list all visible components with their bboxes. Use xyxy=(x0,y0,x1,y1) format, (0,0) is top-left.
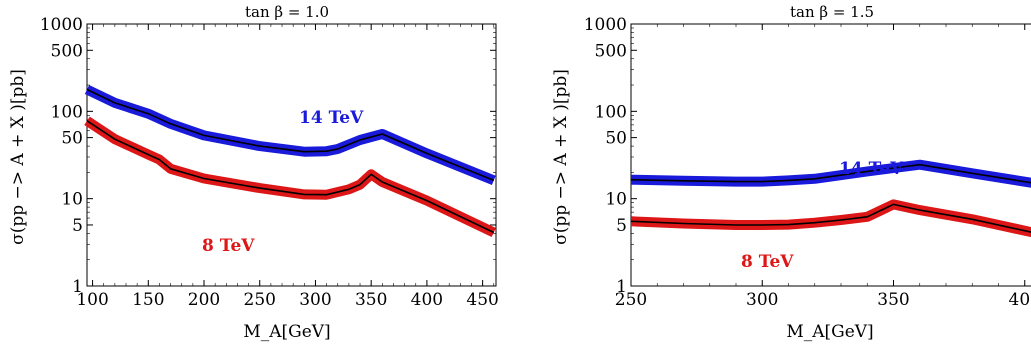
panel-2-ytick-label: 500 xyxy=(595,41,627,61)
panel-2-xlabel-text: M_A[GeV] xyxy=(786,322,873,342)
panel-1-xtick-label: 200 xyxy=(188,290,220,310)
panel-tan-beta-1-5: tan β = 1.5 250 300 350 400 1 5 10 50 100 500 1000… xyxy=(551,3,1031,342)
panel-2-xlabel: M_A[GeV] xyxy=(786,322,873,342)
panel-1-ytick-label: 500 xyxy=(51,41,83,61)
panel-2-series xyxy=(630,159,1031,238)
panel-1-line-14-tev xyxy=(86,88,495,182)
panel-2-xtick-label: 250 xyxy=(615,290,647,310)
panel-2-label-14tev: 14 TeV xyxy=(839,159,904,179)
panel-2-line-14-tev xyxy=(630,163,1031,184)
panel-2-xtick-label: 350 xyxy=(877,290,909,310)
panel-2-label-8tev: 8 TeV xyxy=(741,252,794,272)
panel-1-ytick-label: 1 xyxy=(72,277,83,297)
panel-1-frame xyxy=(86,23,497,287)
panel-1-label-8tev: 8 TeV xyxy=(202,236,255,256)
panel-1-title: tan β = 1.0 xyxy=(245,3,329,21)
panel-2-band-14-tev xyxy=(630,159,1031,188)
panel-2-title: tan β = 1.5 xyxy=(790,3,874,21)
panel-2-ytick-label: 5 xyxy=(616,216,627,236)
panel-2-ticks: 250 300 350 400 1 5 10 50 100 500 1000 xyxy=(584,15,1031,310)
panel-1-ticks: 100 150 200 250 300 350 400 450 1 5 10 50 100 500 1000 xyxy=(40,15,499,310)
panel-2-ytick-label: 100 xyxy=(595,102,627,122)
panel-1-band-8-tev xyxy=(84,116,496,238)
panel-1-label-14tev: 14 TeV xyxy=(299,108,364,128)
panel-1-xtick-label: 100 xyxy=(76,290,108,310)
panel-2-line-8-tev xyxy=(630,203,1031,233)
panel-1-xtick-label: 350 xyxy=(355,290,387,310)
panel-2-ytick-label: 50 xyxy=(605,129,627,149)
panel-1-xtick-label: 450 xyxy=(466,290,498,310)
panel-1-ytick-label: 1000 xyxy=(40,15,83,35)
panel-tan-beta-1-0: tan β = 1.0 100 150 200 250 300 350 400 4501510… xyxy=(8,3,499,342)
panel-2-xtick-label: 300 xyxy=(746,290,778,310)
panel-2-ytick-label: 1000 xyxy=(584,15,627,35)
panel-1-ytick-label: 100 xyxy=(51,102,83,122)
panel-1-ytick-label: 50 xyxy=(61,129,83,149)
panel-2-ytick-label: 10 xyxy=(605,190,627,210)
panel-2-xtick-label: 400 xyxy=(1009,290,1031,310)
panel-1-line-8-tev xyxy=(86,120,495,234)
panel-1-xlabel: M_A[GeV] xyxy=(243,322,330,342)
panel-2-ylabel: σ(pp −> A + X )[pb] xyxy=(551,69,571,245)
panel-1-ytick-label: 5 xyxy=(72,216,83,236)
panel-1-ylabel: σ(pp −> A + X )[pb] xyxy=(8,69,28,245)
panel-1-xtick-label: 300 xyxy=(299,290,331,310)
panel-1-xtick-label: 250 xyxy=(244,290,276,310)
panel-1-xtick-label: 400 xyxy=(411,290,443,310)
panel-1-band-14-tev xyxy=(84,84,496,186)
panel-2-ytick-label: 1 xyxy=(616,277,627,297)
panel-2-frame xyxy=(630,23,1031,287)
panel-1-xtick-label: 150 xyxy=(132,290,164,310)
panel-1-xlabel-text: M_A[GeV] xyxy=(243,322,330,342)
panel-1-series xyxy=(84,84,496,238)
panel-1-ytick-label: 10 xyxy=(61,190,83,210)
